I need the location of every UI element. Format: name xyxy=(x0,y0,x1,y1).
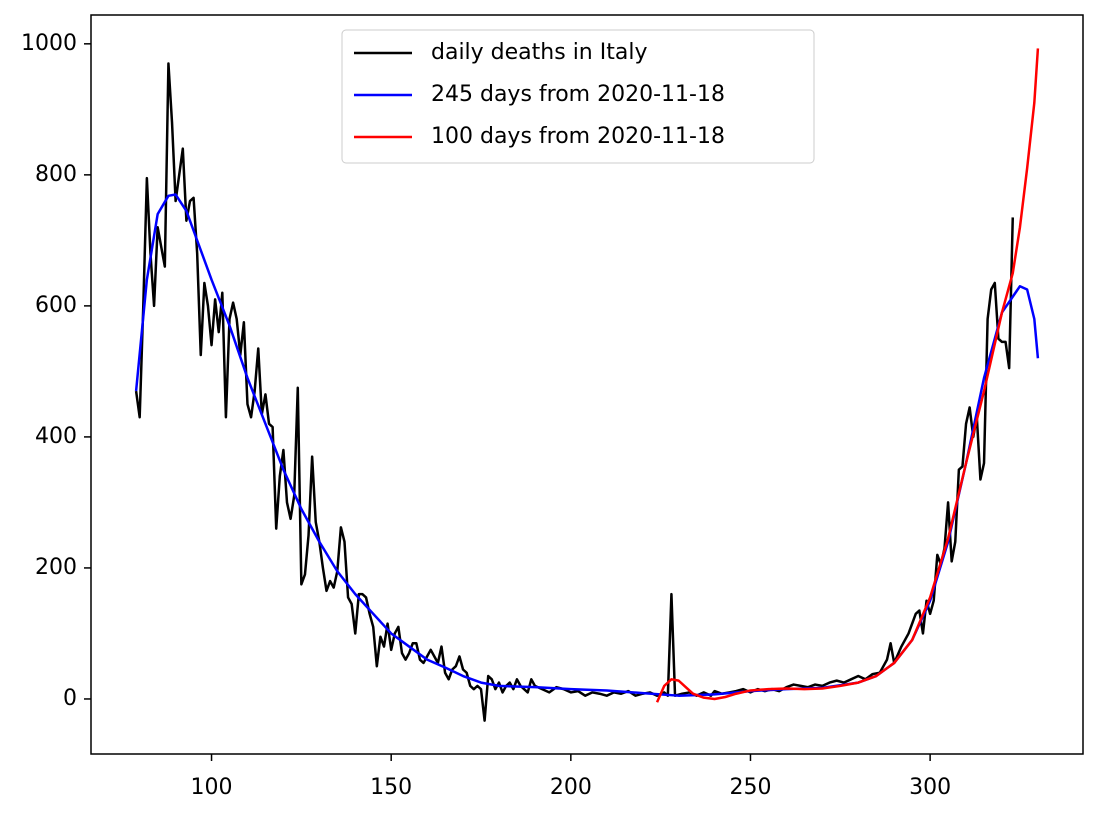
x-tick-label: 150 xyxy=(370,775,412,800)
x-tick-label: 300 xyxy=(909,775,951,800)
y-tick-label: 600 xyxy=(35,293,77,318)
y-tick-label: 200 xyxy=(35,555,77,580)
series-line xyxy=(655,48,1040,703)
legend-label: 100 days from 2020-11-18 xyxy=(431,124,725,149)
plot-frame xyxy=(90,14,1084,755)
x-tick-label: 100 xyxy=(191,775,233,800)
y-tick-label: 1000 xyxy=(21,31,77,56)
y-tick-label: 800 xyxy=(35,162,77,187)
x-tick-label: 200 xyxy=(550,775,592,800)
series-line xyxy=(134,62,1015,722)
y-tick-label: 0 xyxy=(63,686,77,711)
legend-box xyxy=(341,29,815,164)
series-line xyxy=(134,193,1040,697)
y-tick-label: 400 xyxy=(35,424,77,449)
x-tick-label: 250 xyxy=(729,775,771,800)
legend-label: daily deaths in Italy xyxy=(431,40,647,65)
legend-label: 245 days from 2020-11-18 xyxy=(431,82,725,107)
